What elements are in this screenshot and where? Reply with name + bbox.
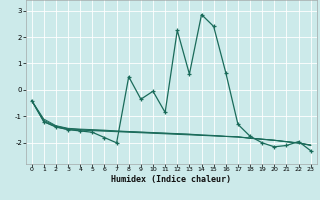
X-axis label: Humidex (Indice chaleur): Humidex (Indice chaleur) (111, 175, 231, 184)
